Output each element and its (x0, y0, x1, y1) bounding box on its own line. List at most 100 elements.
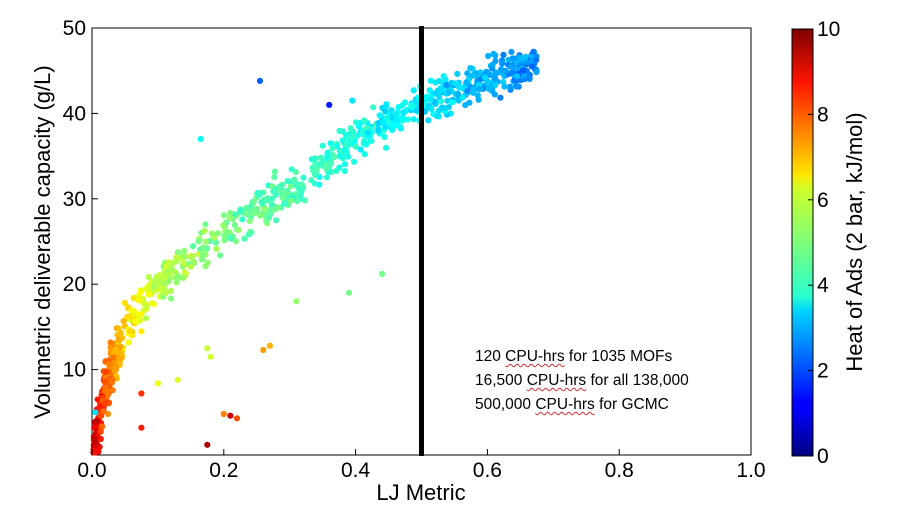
data-point (439, 86, 446, 93)
data-point (124, 313, 131, 320)
annotation-line-2-c: for all 138,000 (586, 372, 689, 389)
data-point (324, 149, 331, 156)
data-point (227, 412, 234, 419)
data-point (151, 277, 159, 284)
data-point (138, 328, 145, 335)
data-point (352, 119, 359, 126)
data-point (287, 183, 294, 190)
data-point (227, 209, 234, 216)
data-point (317, 161, 324, 168)
data-point (261, 205, 268, 213)
data-point (145, 285, 152, 293)
data-point (345, 142, 352, 149)
data-point (442, 76, 449, 83)
colorbar-label: Heat of Ads (2 bar, kJ/mol) (842, 112, 867, 371)
y-axis-ticks: 10 20 30 40 50 (63, 17, 98, 382)
data-point (452, 80, 459, 87)
data-point (207, 353, 214, 360)
data-point (137, 289, 144, 296)
data-point (463, 79, 470, 86)
x-tick-label: 0.4 (341, 459, 371, 482)
data-point (361, 117, 368, 124)
data-point (107, 339, 114, 346)
data-point (413, 99, 421, 107)
data-point (111, 364, 118, 371)
data-point (138, 390, 145, 397)
data-point (361, 151, 368, 158)
data-point (444, 97, 451, 104)
annotation-line-3-c: for GCMC (594, 396, 669, 413)
data-point (148, 300, 155, 307)
data-point (299, 185, 306, 192)
data-point (336, 152, 343, 160)
data-point (199, 244, 207, 251)
data-point (326, 101, 333, 108)
data-point (513, 73, 521, 80)
data-point (174, 376, 181, 383)
data-point (508, 62, 515, 69)
data-point (341, 161, 349, 168)
data-point (208, 230, 215, 237)
data-point (438, 98, 445, 105)
data-point (454, 70, 461, 77)
data-point (436, 107, 443, 114)
data-point (94, 417, 101, 425)
data-point (329, 145, 336, 152)
data-point (490, 50, 497, 58)
data-point (399, 102, 406, 109)
data-point (101, 399, 108, 407)
data-point (276, 183, 283, 190)
data-point (180, 252, 187, 259)
data-point (106, 361, 114, 368)
data-point (327, 140, 334, 147)
data-point (201, 227, 208, 234)
data-point (257, 212, 264, 219)
y-tick-label: 50 (63, 17, 86, 40)
data-point (266, 342, 273, 349)
data-point (317, 154, 325, 161)
data-point (508, 69, 516, 76)
data-point (165, 259, 172, 266)
data-point (232, 238, 239, 245)
data-point (528, 63, 535, 70)
data-point (204, 345, 211, 352)
data-point (162, 289, 169, 296)
data-point (99, 423, 106, 430)
y-tick-label: 20 (63, 273, 86, 296)
data-point (104, 410, 112, 417)
data-point (393, 122, 400, 129)
data-point (489, 61, 496, 68)
data-point (300, 174, 307, 181)
data-point (246, 218, 253, 225)
data-point (213, 245, 220, 252)
data-point (110, 354, 117, 361)
data-point (102, 368, 110, 376)
data-point (517, 55, 525, 63)
data-point (204, 441, 211, 448)
y-tick-label: 10 (63, 359, 86, 382)
data-point (260, 346, 267, 354)
data-point (97, 412, 104, 419)
data-point (349, 97, 356, 104)
data-point (138, 424, 145, 431)
data-point (197, 135, 204, 143)
data-point (484, 79, 491, 86)
data-point (288, 166, 295, 173)
colorbar-ticks: 0 2 4 6 8 10 (808, 18, 840, 468)
data-point (347, 125, 354, 132)
data-point (266, 214, 273, 221)
annotation-line-2-a: 16,500 (475, 372, 527, 389)
data-point (382, 103, 390, 110)
data-point (126, 328, 134, 335)
data-point (378, 270, 386, 278)
data-point (167, 287, 174, 295)
data-point (501, 83, 508, 90)
annotation-line-2-b: CPU-hrs (526, 372, 587, 389)
data-point (212, 239, 220, 246)
data-point (150, 283, 157, 290)
data-point (119, 334, 126, 342)
annotation-line-1-c: for 1035 MOFs (564, 348, 673, 365)
data-point (204, 259, 211, 266)
annotation-line-1-a: 120 (475, 348, 506, 365)
